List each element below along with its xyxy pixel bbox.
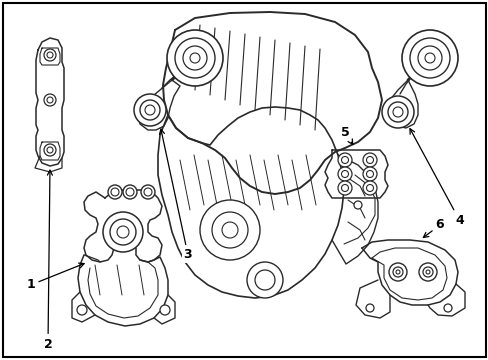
Circle shape bbox=[167, 30, 223, 86]
Circle shape bbox=[381, 96, 413, 128]
Circle shape bbox=[353, 201, 361, 209]
Circle shape bbox=[362, 153, 376, 167]
Circle shape bbox=[108, 185, 122, 199]
Text: 2: 2 bbox=[43, 170, 52, 351]
Text: 5: 5 bbox=[340, 126, 352, 144]
Circle shape bbox=[337, 181, 351, 195]
Circle shape bbox=[362, 167, 376, 181]
Circle shape bbox=[134, 94, 165, 126]
Circle shape bbox=[77, 305, 87, 315]
Text: 6: 6 bbox=[423, 219, 444, 238]
Circle shape bbox=[418, 263, 436, 281]
Circle shape bbox=[337, 167, 351, 181]
Text: 4: 4 bbox=[409, 129, 463, 226]
Circle shape bbox=[200, 200, 260, 260]
Circle shape bbox=[388, 263, 406, 281]
Circle shape bbox=[401, 30, 457, 86]
Circle shape bbox=[160, 305, 170, 315]
Circle shape bbox=[246, 262, 283, 298]
Circle shape bbox=[443, 304, 451, 312]
Circle shape bbox=[365, 304, 373, 312]
Circle shape bbox=[44, 144, 56, 156]
Circle shape bbox=[103, 212, 142, 252]
Circle shape bbox=[44, 49, 56, 61]
Circle shape bbox=[141, 185, 155, 199]
Circle shape bbox=[123, 185, 137, 199]
Text: 3: 3 bbox=[159, 129, 192, 261]
Circle shape bbox=[337, 153, 351, 167]
Circle shape bbox=[362, 181, 376, 195]
Text: 1: 1 bbox=[26, 263, 84, 292]
Circle shape bbox=[44, 94, 56, 106]
